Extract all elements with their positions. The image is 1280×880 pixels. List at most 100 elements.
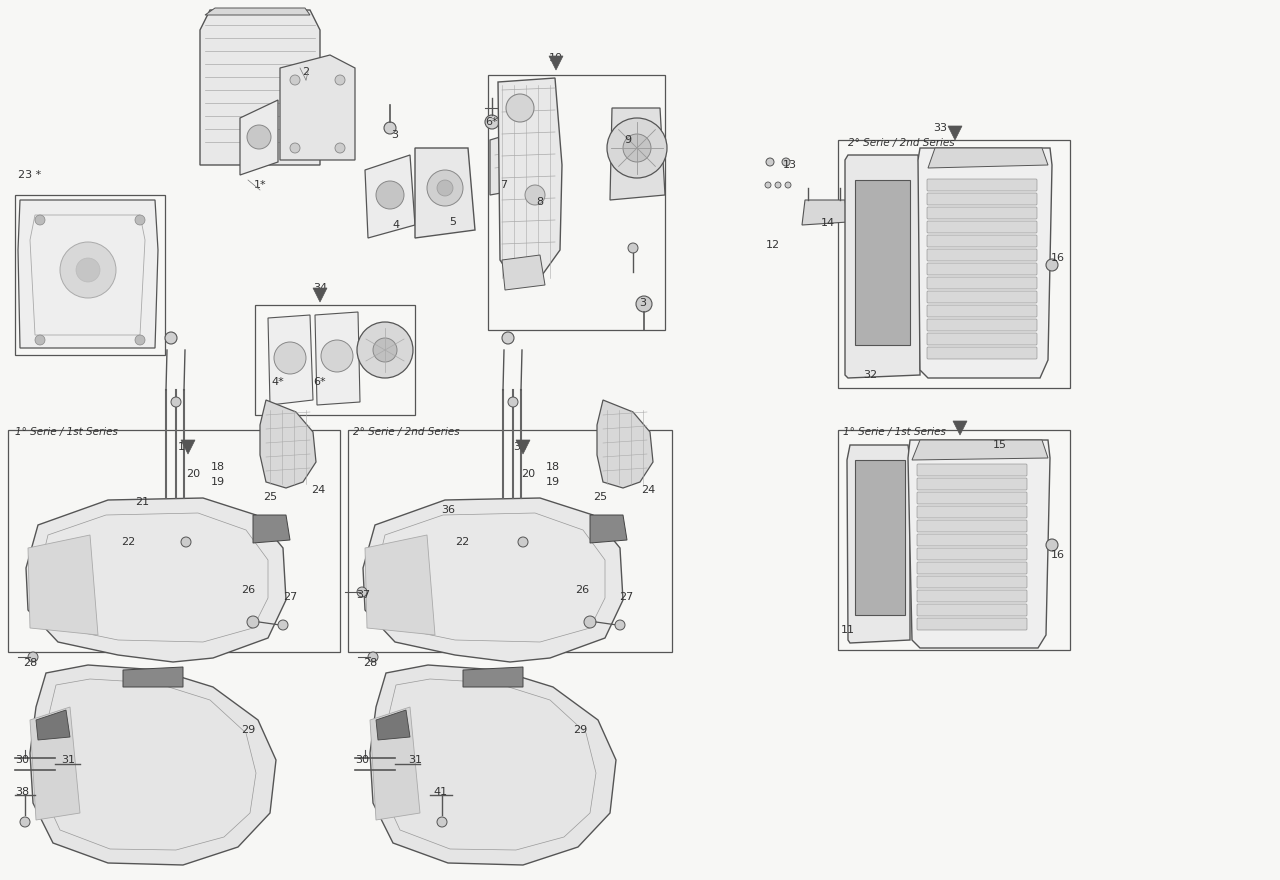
FancyBboxPatch shape [916, 478, 1027, 490]
Text: 5: 5 [449, 217, 457, 227]
Text: 18: 18 [211, 462, 225, 472]
Polygon shape [29, 665, 276, 865]
Ellipse shape [1046, 539, 1059, 551]
Ellipse shape [502, 332, 515, 344]
Text: 28: 28 [23, 658, 37, 668]
FancyBboxPatch shape [927, 207, 1037, 219]
Polygon shape [18, 200, 157, 348]
Text: 33: 33 [933, 123, 947, 133]
Ellipse shape [76, 258, 100, 282]
Ellipse shape [1046, 259, 1059, 271]
Polygon shape [490, 128, 545, 195]
Text: 27: 27 [283, 592, 297, 602]
Polygon shape [370, 665, 616, 865]
Text: 12: 12 [765, 240, 780, 250]
FancyBboxPatch shape [916, 590, 1027, 602]
Text: 6*: 6* [485, 117, 498, 127]
Polygon shape [596, 400, 653, 488]
Polygon shape [463, 667, 524, 687]
Ellipse shape [628, 243, 637, 253]
Text: 3: 3 [392, 130, 398, 140]
Text: 36: 36 [442, 505, 454, 515]
Polygon shape [954, 421, 966, 435]
FancyBboxPatch shape [927, 193, 1037, 205]
Text: 19: 19 [211, 477, 225, 487]
Ellipse shape [172, 397, 180, 407]
Text: 24: 24 [641, 485, 655, 495]
Text: 8: 8 [536, 197, 544, 207]
Text: 21: 21 [134, 497, 148, 507]
Polygon shape [847, 445, 910, 643]
FancyBboxPatch shape [927, 235, 1037, 247]
FancyBboxPatch shape [927, 249, 1037, 261]
Text: 20: 20 [186, 469, 200, 479]
Text: 15: 15 [993, 440, 1007, 450]
Ellipse shape [60, 242, 116, 298]
Text: 29: 29 [573, 725, 588, 735]
Ellipse shape [20, 817, 29, 827]
Ellipse shape [335, 143, 346, 153]
Ellipse shape [607, 118, 667, 178]
FancyBboxPatch shape [916, 604, 1027, 616]
Ellipse shape [35, 335, 45, 345]
Bar [255, 305, 415, 415]
Polygon shape [200, 10, 320, 165]
Text: 7: 7 [500, 180, 508, 190]
Polygon shape [364, 498, 623, 662]
Polygon shape [928, 148, 1048, 168]
Ellipse shape [134, 335, 145, 345]
Polygon shape [280, 55, 355, 160]
Text: 20: 20 [521, 469, 535, 479]
Ellipse shape [335, 75, 346, 85]
Ellipse shape [134, 215, 145, 225]
Ellipse shape [765, 182, 771, 188]
Polygon shape [370, 707, 420, 820]
Bar [852, 175, 911, 350]
Ellipse shape [247, 616, 259, 628]
Text: 27: 27 [618, 592, 634, 602]
Ellipse shape [165, 332, 177, 344]
Polygon shape [376, 710, 410, 740]
Polygon shape [590, 515, 627, 543]
Polygon shape [908, 440, 1050, 648]
Text: 31: 31 [61, 755, 76, 765]
FancyBboxPatch shape [916, 576, 1027, 588]
Ellipse shape [321, 340, 353, 372]
Polygon shape [314, 288, 326, 302]
FancyBboxPatch shape [927, 347, 1037, 359]
Ellipse shape [485, 115, 499, 129]
FancyBboxPatch shape [916, 618, 1027, 630]
Text: 16: 16 [1051, 550, 1065, 560]
Ellipse shape [274, 342, 306, 374]
Text: 30: 30 [355, 755, 369, 765]
FancyBboxPatch shape [916, 506, 1027, 518]
Polygon shape [502, 255, 545, 290]
Text: 3: 3 [640, 298, 646, 308]
Ellipse shape [247, 125, 271, 149]
Polygon shape [253, 515, 291, 543]
Polygon shape [803, 200, 849, 225]
Text: 1° Serie / 1st Series: 1° Serie / 1st Series [15, 427, 118, 437]
Bar [838, 430, 1070, 650]
Text: 34: 34 [312, 283, 328, 293]
Polygon shape [241, 100, 278, 175]
Ellipse shape [518, 537, 529, 547]
Polygon shape [26, 498, 285, 662]
Bar [15, 195, 165, 355]
Ellipse shape [376, 181, 404, 209]
FancyBboxPatch shape [916, 492, 1027, 504]
Ellipse shape [774, 182, 781, 188]
Text: 23 *: 23 * [18, 170, 41, 180]
Polygon shape [315, 312, 360, 405]
Ellipse shape [369, 652, 378, 662]
Text: 2° Serie / 2nd Series: 2° Serie / 2nd Series [849, 138, 955, 148]
Text: 28: 28 [362, 658, 378, 668]
Text: 37: 37 [356, 590, 370, 600]
FancyBboxPatch shape [916, 562, 1027, 574]
FancyBboxPatch shape [916, 548, 1027, 560]
Text: 16: 16 [1051, 253, 1065, 263]
Polygon shape [36, 710, 70, 740]
Text: 2° Serie / 2nd Series: 2° Serie / 2nd Series [353, 427, 460, 437]
Text: 10: 10 [549, 53, 563, 63]
Text: 26: 26 [241, 585, 255, 595]
